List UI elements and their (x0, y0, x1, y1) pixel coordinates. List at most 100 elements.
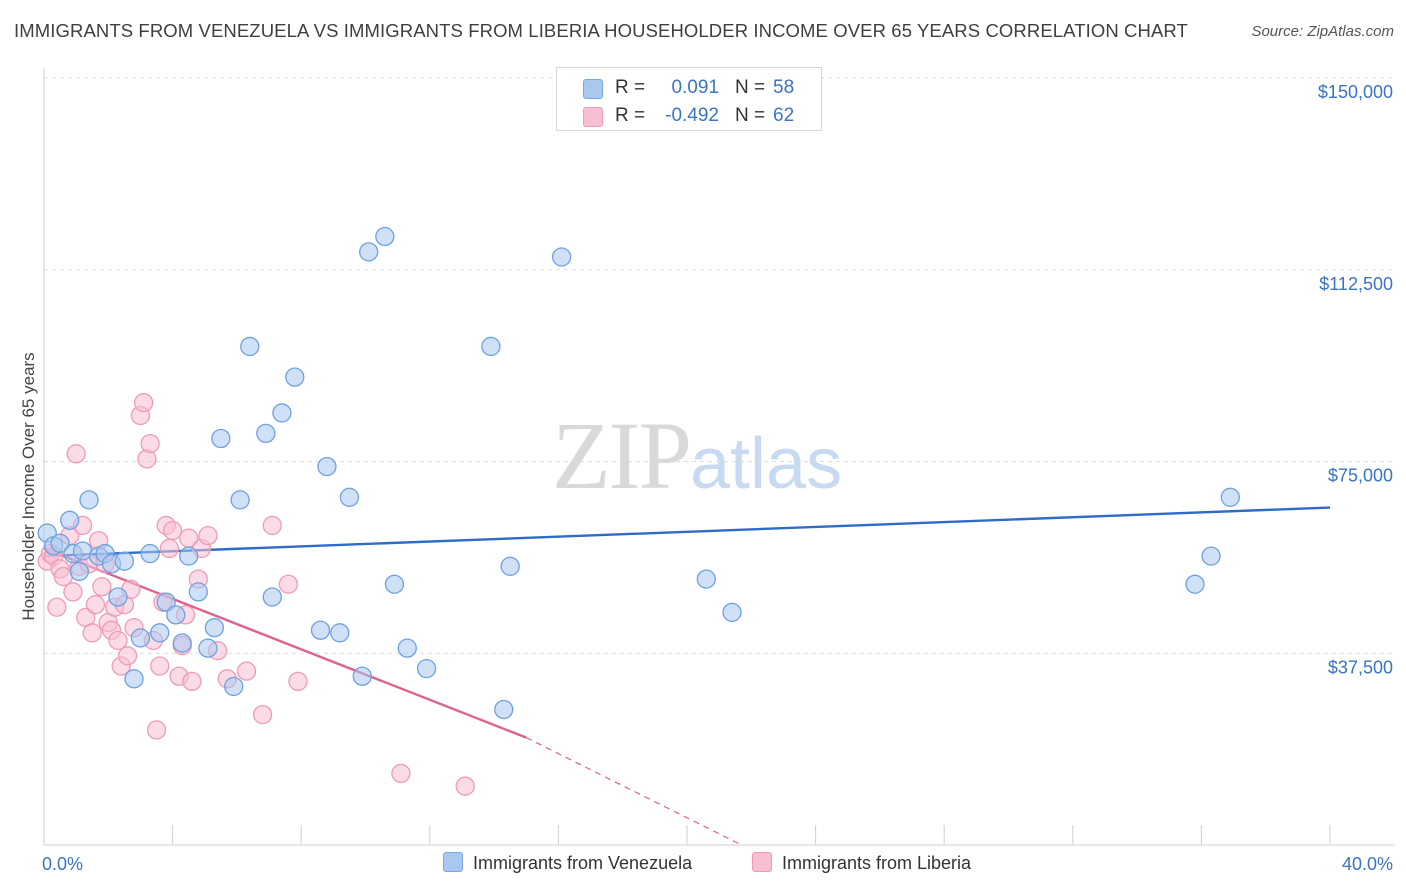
venezuela-point (696, 569, 716, 589)
venezuela-point (375, 226, 395, 247)
legend-r-label: R = (615, 105, 646, 126)
venezuela-point (179, 546, 199, 566)
venezuela-point (481, 336, 501, 357)
liberia-point (150, 656, 170, 676)
series-legend: Immigrants from Venezuela Immigrants fro… (0, 852, 1406, 878)
liberia-point (252, 704, 273, 725)
venezuela-point (310, 620, 331, 640)
venezuela-point (722, 602, 742, 622)
series-legend-venezuela[interactable]: Immigrants from Venezuela (443, 852, 692, 874)
venezuela-point (551, 247, 572, 267)
series-legend-label: Immigrants from Liberia (782, 853, 972, 873)
liberia-point (140, 433, 160, 454)
liberia-point (278, 574, 298, 594)
liberia-point (117, 646, 138, 666)
liberia-point (108, 630, 128, 651)
venezuela-point (114, 551, 135, 571)
venezuela-point (1185, 574, 1205, 594)
venezuela-point (397, 638, 417, 658)
liberia-point (391, 763, 411, 784)
legend-swatch-liberia (752, 852, 772, 872)
venezuela-point (494, 699, 514, 720)
liberia-point (82, 623, 102, 643)
venezuela-point (172, 633, 192, 653)
liberia-point (236, 661, 257, 681)
data-points (37, 226, 1240, 796)
liberia-point (47, 597, 67, 617)
venezuela-point (240, 336, 260, 357)
liberia-point (198, 525, 218, 546)
venezuela-point (50, 533, 70, 553)
axes (43, 68, 1395, 846)
liberia-point (134, 393, 154, 413)
venezuela-point (230, 490, 250, 510)
legend-r-value: -0.492 (665, 105, 719, 126)
venezuela-point (188, 582, 208, 602)
venezuela-point (339, 487, 360, 507)
legend-n-label: N = (735, 105, 766, 126)
venezuela-point (211, 428, 231, 449)
chart-title: IMMIGRANTS FROM VENEZUELA VS IMMIGRANTS … (14, 20, 1188, 41)
legend-row-venezuela: R = 0.091 N = 58 (557, 73, 821, 101)
liberia-point (455, 776, 475, 796)
venezuela-point (256, 423, 276, 444)
venezuela-point (1201, 546, 1221, 566)
venezuela-point (224, 676, 244, 697)
series-legend-label: Immigrants from Venezuela (473, 853, 693, 873)
venezuela-point (79, 490, 99, 510)
liberia-point (262, 515, 282, 536)
venezuela-point (60, 510, 80, 530)
venezuela-point (156, 592, 176, 612)
venezuela-trend-line (43, 506, 1331, 558)
venezuela-point (124, 669, 144, 689)
venezuela-point (352, 666, 372, 686)
legend-row-liberia: R = -0.492 N = 62 (557, 101, 821, 129)
watermark-zip: ZIP (552, 402, 692, 509)
liberia-point (288, 671, 308, 692)
watermark-atlas: atlas (690, 424, 843, 504)
legend-n-value: 62 (773, 105, 795, 126)
legend-n-value: 58 (773, 77, 795, 98)
venezuela-point (317, 456, 337, 477)
venezuela-point (204, 618, 225, 638)
liberia-point (159, 538, 180, 559)
liberia-point (162, 520, 183, 541)
x-tick-label: 40.0% (1342, 854, 1393, 874)
venezuela-point (359, 242, 379, 262)
venezuela-point (500, 556, 520, 576)
venezuela-point (166, 605, 186, 625)
watermark: ZIPatlas (552, 400, 842, 511)
chart-source: Source: ZipAtlas.com (1251, 23, 1394, 40)
y-tick-label: $112,500 (1319, 274, 1393, 294)
venezuela-point (140, 543, 160, 564)
liberia-point (182, 671, 202, 692)
axis-labels: $37,500 $75,000 $112,500 $150,000 0.0% 40.0% H… (19, 82, 1393, 874)
legend-n-label: N = (735, 77, 766, 98)
gridlines (44, 77, 1395, 654)
series-legend-liberia[interactable]: Immigrants from Liberia (752, 852, 971, 874)
legend-swatch-venezuela (583, 79, 603, 99)
venezuela-point (330, 623, 350, 643)
venezuela-point (384, 574, 405, 594)
venezuela-point (72, 541, 93, 561)
liberia-point (85, 595, 106, 615)
legend-swatch-liberia (583, 107, 603, 127)
legend-r-value: 0.091 (671, 77, 719, 98)
venezuela-point (262, 587, 282, 607)
liberia-point (63, 582, 83, 602)
trend-lines (43, 506, 1331, 846)
venezuela-point (108, 587, 128, 607)
venezuela-point (1220, 487, 1240, 507)
venezuela-point (130, 628, 151, 648)
y-tick-label: $150,000 (1318, 82, 1393, 102)
venezuela-point (69, 561, 90, 582)
y-tick-label: $37,500 (1328, 657, 1393, 677)
liberia-point (92, 577, 112, 597)
y-tick-label: $75,000 (1328, 466, 1393, 486)
venezuela-point (150, 623, 170, 643)
liberia-trend-line (43, 547, 527, 739)
y-axis-label: Householder Income Over 65 years (19, 352, 38, 620)
x-tick-label: 0.0% (42, 854, 83, 874)
venezuela-point (272, 403, 292, 423)
